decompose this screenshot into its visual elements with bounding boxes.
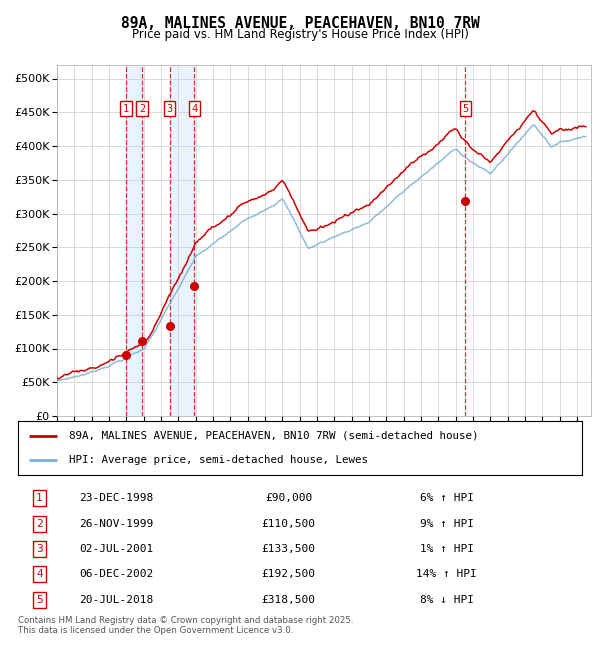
Text: 1: 1	[123, 104, 129, 114]
Text: £90,000: £90,000	[265, 493, 313, 503]
Bar	[126, 65, 142, 416]
Text: £110,500: £110,500	[262, 519, 316, 528]
Text: 14% ↑ HPI: 14% ↑ HPI	[416, 569, 477, 579]
Text: 2: 2	[139, 104, 145, 114]
Text: HPI: Average price, semi-detached house, Lewes: HPI: Average price, semi-detached house,…	[69, 455, 368, 465]
Text: 06-DEC-2002: 06-DEC-2002	[80, 569, 154, 579]
Text: Price paid vs. HM Land Registry's House Price Index (HPI): Price paid vs. HM Land Registry's House …	[131, 28, 469, 41]
Text: 2: 2	[36, 519, 43, 528]
Text: 02-JUL-2001: 02-JUL-2001	[80, 544, 154, 554]
Text: 3: 3	[36, 544, 43, 554]
Text: 89A, MALINES AVENUE, PEACEHAVEN, BN10 7RW (semi-detached house): 89A, MALINES AVENUE, PEACEHAVEN, BN10 7R…	[69, 430, 478, 441]
Text: 4: 4	[191, 104, 197, 114]
Text: 1: 1	[36, 493, 43, 503]
Text: 20-JUL-2018: 20-JUL-2018	[80, 595, 154, 604]
Text: 6% ↑ HPI: 6% ↑ HPI	[419, 493, 473, 503]
Text: £318,500: £318,500	[262, 595, 316, 604]
Text: 5: 5	[36, 595, 43, 604]
Text: Contains HM Land Registry data © Crown copyright and database right 2025.
This d: Contains HM Land Registry data © Crown c…	[18, 616, 353, 636]
Text: 23-DEC-1998: 23-DEC-1998	[80, 493, 154, 503]
Bar	[170, 65, 194, 416]
Text: 3: 3	[167, 104, 173, 114]
Text: 5: 5	[462, 104, 469, 114]
Text: 9% ↑ HPI: 9% ↑ HPI	[419, 519, 473, 528]
Text: 8% ↓ HPI: 8% ↓ HPI	[419, 595, 473, 604]
Text: 26-NOV-1999: 26-NOV-1999	[80, 519, 154, 528]
Text: 4: 4	[36, 569, 43, 579]
Text: 1% ↑ HPI: 1% ↑ HPI	[419, 544, 473, 554]
Text: £133,500: £133,500	[262, 544, 316, 554]
Text: 89A, MALINES AVENUE, PEACEHAVEN, BN10 7RW: 89A, MALINES AVENUE, PEACEHAVEN, BN10 7R…	[121, 16, 479, 31]
Text: £192,500: £192,500	[262, 569, 316, 579]
